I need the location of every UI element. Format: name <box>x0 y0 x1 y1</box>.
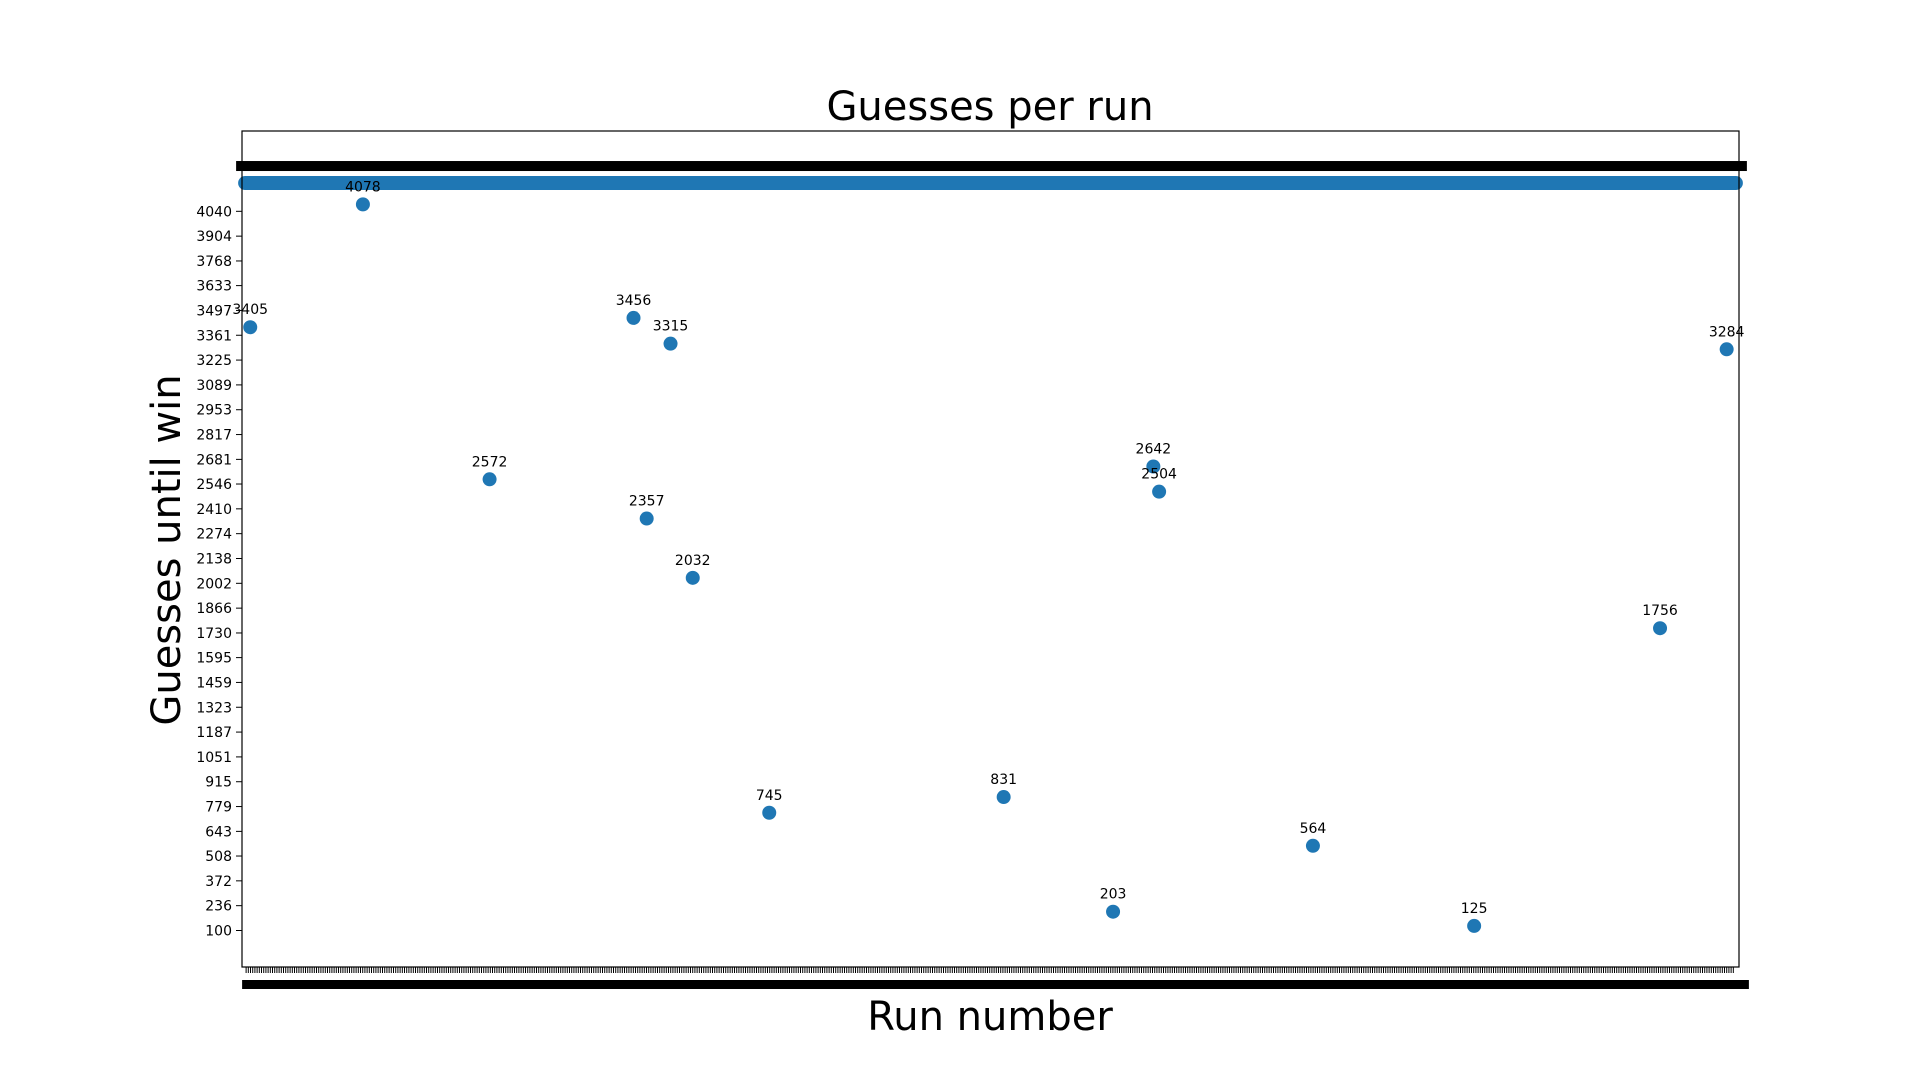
y-axis-ticks: 100 236 372 508 643 779 915 1051 1187 1323 1459 159… <box>196 204 242 939</box>
data-point-label: 2032 <box>675 553 711 569</box>
y-tick-label: 3225 <box>196 353 232 369</box>
data-point-label: 2357 <box>629 494 665 510</box>
y-tick-label: 3768 <box>196 254 232 270</box>
y-tick-label: 779 <box>205 800 232 816</box>
data-points: 3405 4078 2572 3456 2357 3315 2032 745 831 203 264… <box>232 179 1745 933</box>
data-point <box>355 197 370 212</box>
y-tick-label: 3633 <box>196 279 232 295</box>
data-point-label: 745 <box>756 788 783 804</box>
y-tick-label: 2546 <box>196 477 232 493</box>
data-point-label: 125 <box>1461 901 1488 917</box>
dense-point-band <box>236 161 1747 191</box>
y-tick-label: 508 <box>205 849 232 865</box>
y-tick-label: 1730 <box>196 626 232 642</box>
y-tick-label: 3361 <box>196 328 232 344</box>
data-point <box>685 570 700 585</box>
y-tick-label: 2002 <box>196 576 232 592</box>
data-point <box>1106 904 1121 919</box>
y-tick-label: 643 <box>205 824 232 840</box>
y-tick-label: 4040 <box>196 204 232 220</box>
chart-title: Guesses per run <box>826 84 1153 130</box>
data-point <box>626 310 641 325</box>
data-point <box>639 511 654 526</box>
data-point-label: 3284 <box>1709 324 1745 340</box>
data-point-label: 4078 <box>345 179 381 195</box>
y-tick-label: 1323 <box>196 700 232 716</box>
y-tick-label: 3089 <box>196 378 232 394</box>
data-point <box>996 790 1011 805</box>
data-point <box>1719 342 1734 357</box>
data-point-label: 2572 <box>472 454 508 470</box>
data-point-label: 3315 <box>653 319 689 335</box>
data-point-label: 2504 <box>1141 467 1177 483</box>
dense-label-band <box>236 161 1747 172</box>
y-axis-label: Guesses until win <box>144 374 190 725</box>
y-tick-label: 3497 <box>196 303 232 319</box>
y-tick-label: 1595 <box>196 651 232 667</box>
data-point-label: 2642 <box>1136 441 1172 457</box>
y-tick-label: 1866 <box>196 601 232 617</box>
y-tick-label: 915 <box>205 775 232 791</box>
y-tick-label: 2681 <box>196 452 232 468</box>
data-point <box>1152 484 1167 499</box>
plot-frame <box>241 130 1740 968</box>
data-point-label: 3405 <box>232 302 268 318</box>
y-tick-label: 2410 <box>196 502 232 518</box>
data-point <box>243 320 258 335</box>
data-point <box>1467 918 1482 933</box>
y-tick-label: 100 <box>205 923 232 939</box>
data-point <box>762 805 777 820</box>
x-axis-ticks <box>242 967 1749 989</box>
data-point <box>1653 621 1668 636</box>
y-tick-label: 372 <box>205 874 232 890</box>
data-point-label: 203 <box>1100 887 1127 903</box>
x-axis-label: Run number <box>867 994 1113 1040</box>
y-tick-label: 2138 <box>196 551 232 567</box>
y-tick-label: 1187 <box>196 725 232 741</box>
y-tick-label: 1051 <box>196 750 232 766</box>
data-point <box>1146 459 1161 474</box>
data-point <box>1305 838 1320 853</box>
y-tick-label: 236 <box>205 899 232 915</box>
y-tick-label: 2274 <box>196 527 232 543</box>
y-tick-label: 1459 <box>196 675 232 691</box>
x-tick-label-band <box>242 980 1749 989</box>
data-point-label: 831 <box>990 772 1017 788</box>
y-tick-label: 3904 <box>196 229 232 245</box>
data-point-label: 3456 <box>616 293 652 309</box>
y-tick-label: 2817 <box>196 428 232 444</box>
data-point-label: 1756 <box>1642 603 1678 619</box>
data-point <box>482 472 497 487</box>
data-point <box>663 336 678 351</box>
data-point-label: 564 <box>1300 821 1327 837</box>
y-tick-label: 2953 <box>196 403 232 419</box>
dense-point-strip <box>238 176 1743 191</box>
